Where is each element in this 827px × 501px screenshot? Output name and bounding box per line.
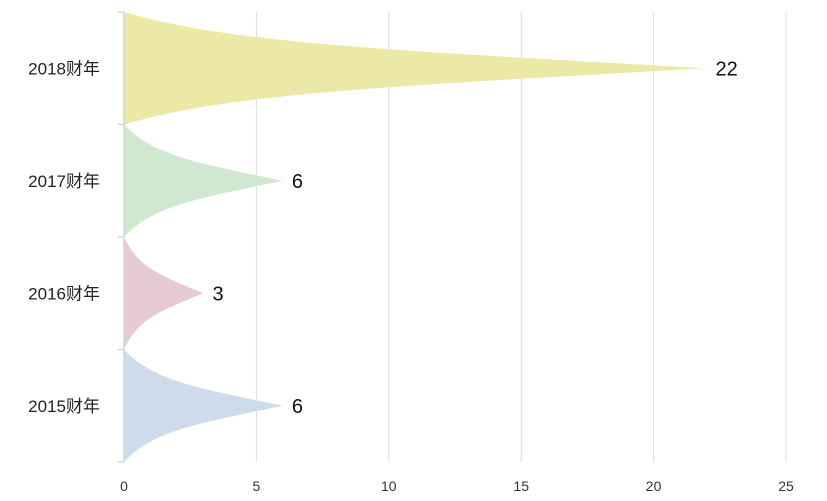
category-label: 2018财年 [28, 59, 100, 78]
category-label: 2015财年 [28, 397, 100, 416]
data-label: 6 [292, 396, 303, 418]
x-tick-label: 5 [253, 478, 261, 494]
data-label: 6 [292, 171, 303, 193]
x-tick-label: 25 [778, 478, 794, 494]
bar-shape [124, 237, 204, 350]
y-axis [118, 11, 125, 463]
chart-labels: 0 5 10 15 20 25 22 2018财年 6 2017财年 3 2016财年 6 2015财年 [28, 58, 794, 494]
bar-shape [124, 12, 707, 125]
bar-shape [124, 349, 283, 462]
x-tick-label: 20 [646, 478, 662, 494]
x-tick-label: 15 [513, 478, 529, 494]
data-label: 3 [212, 283, 223, 305]
bar-shapes [124, 12, 707, 462]
x-tick-label: 10 [381, 478, 397, 494]
category-label: 2016财年 [28, 284, 100, 303]
category-label: 2017财年 [28, 172, 100, 191]
bar-shape [124, 124, 283, 237]
data-label: 22 [716, 58, 738, 80]
x-tick-label: 0 [120, 478, 128, 494]
